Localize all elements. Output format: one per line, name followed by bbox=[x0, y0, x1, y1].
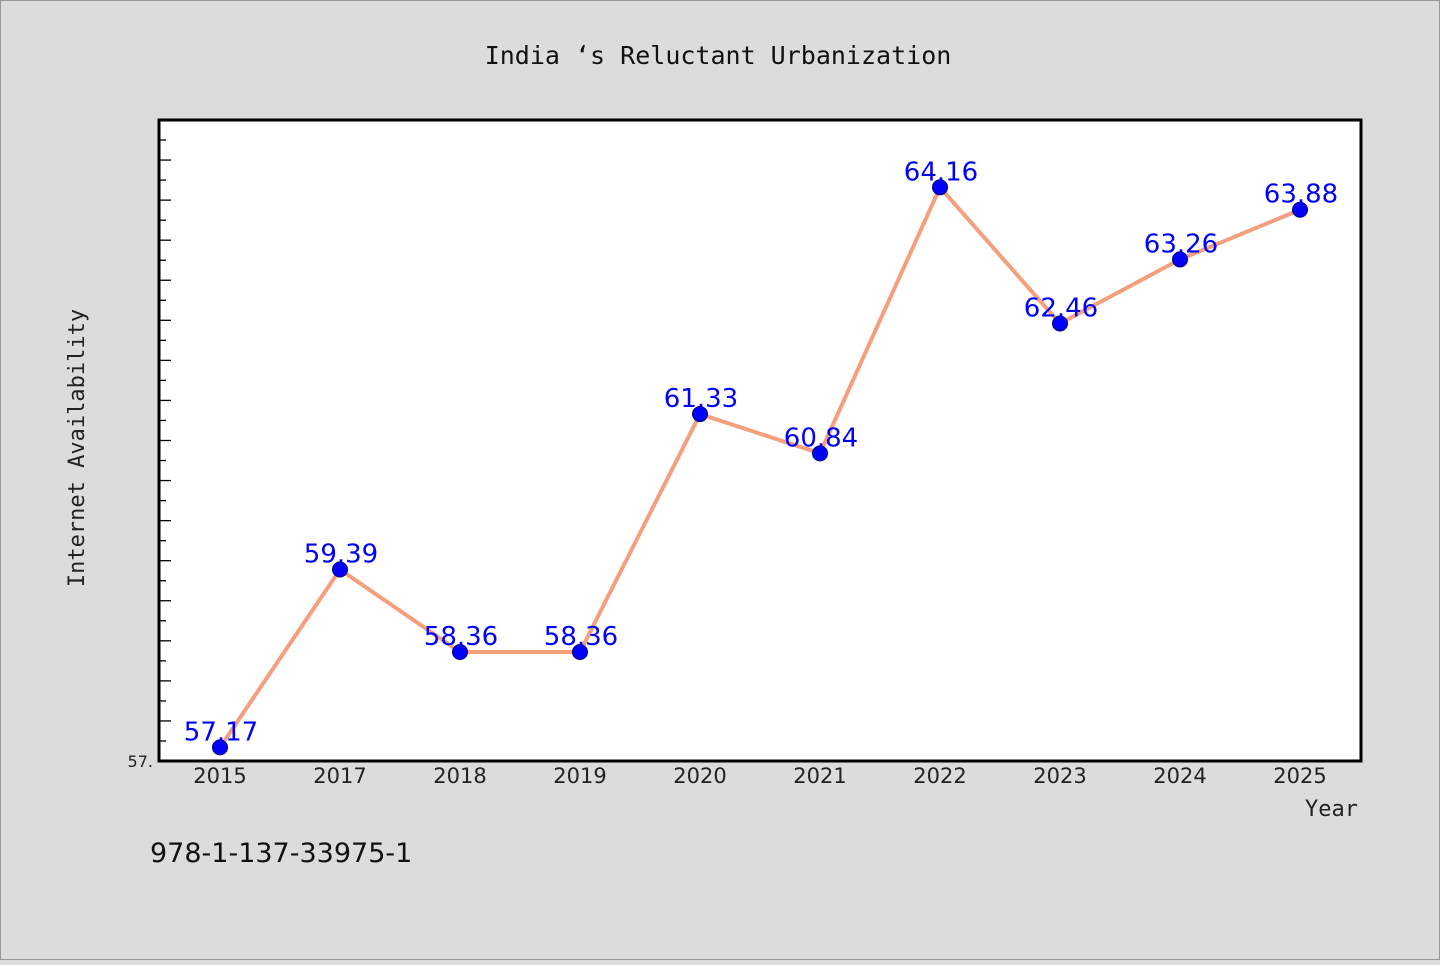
x-tick-label: 2021 bbox=[793, 764, 846, 788]
data-point bbox=[1052, 315, 1068, 332]
data-label: 57.17 bbox=[184, 717, 258, 747]
series-line bbox=[218, 185, 1302, 750]
y-axis-label: Internet Availability bbox=[65, 309, 90, 587]
series-layer bbox=[212, 179, 1308, 756]
data-label: 62.46 bbox=[1024, 294, 1098, 324]
x-tick-label: 2015 bbox=[193, 764, 246, 788]
x-tick-label: 2024 bbox=[1153, 764, 1206, 788]
footer-code: 978-1-137-33975-1 bbox=[150, 838, 412, 869]
data-label: 63.26 bbox=[1144, 229, 1218, 259]
data-label: 64.16 bbox=[904, 157, 978, 187]
x-tick-label: 2022 bbox=[913, 764, 966, 788]
plot-area bbox=[157, 118, 1363, 763]
data-label: 63.88 bbox=[1264, 180, 1338, 210]
x-tick-label: 2019 bbox=[553, 764, 606, 788]
chart-title: India ‘s Reluctant Urbanization bbox=[485, 41, 952, 70]
x-tick-label: 2023 bbox=[1033, 764, 1086, 788]
x-axis-label: Year bbox=[1305, 797, 1358, 822]
data-point bbox=[1292, 201, 1308, 218]
data-label: 58.36 bbox=[544, 622, 618, 652]
x-tick-label: 2017 bbox=[313, 764, 366, 788]
data-labels: 57.17 59.39 58.36 58.36 61.33 60.84 64.16 62.46… bbox=[184, 157, 1338, 747]
y-tick-label: 57. bbox=[128, 752, 153, 771]
x-tick-label: 2025 bbox=[1273, 764, 1326, 788]
x-tick-label: 2018 bbox=[433, 764, 486, 788]
y-axis-ticks bbox=[159, 119, 171, 762]
data-label: 58.36 bbox=[424, 622, 498, 652]
data-label: 60.84 bbox=[784, 423, 858, 453]
data-point bbox=[332, 561, 348, 578]
data-label: 61.33 bbox=[664, 384, 738, 414]
data-point bbox=[1172, 251, 1188, 268]
data-point bbox=[452, 644, 468, 661]
data-point bbox=[572, 644, 588, 661]
data-point bbox=[932, 179, 948, 196]
data-point bbox=[692, 406, 708, 423]
x-axis-tick-labels: 2015 2017 2018 2019 2020 2021 2022 2023 2024 2025 bbox=[193, 764, 1326, 788]
data-label: 59.39 bbox=[304, 540, 378, 570]
data-point bbox=[812, 445, 828, 462]
data-point bbox=[212, 739, 228, 756]
x-tick-label: 2020 bbox=[673, 764, 726, 788]
